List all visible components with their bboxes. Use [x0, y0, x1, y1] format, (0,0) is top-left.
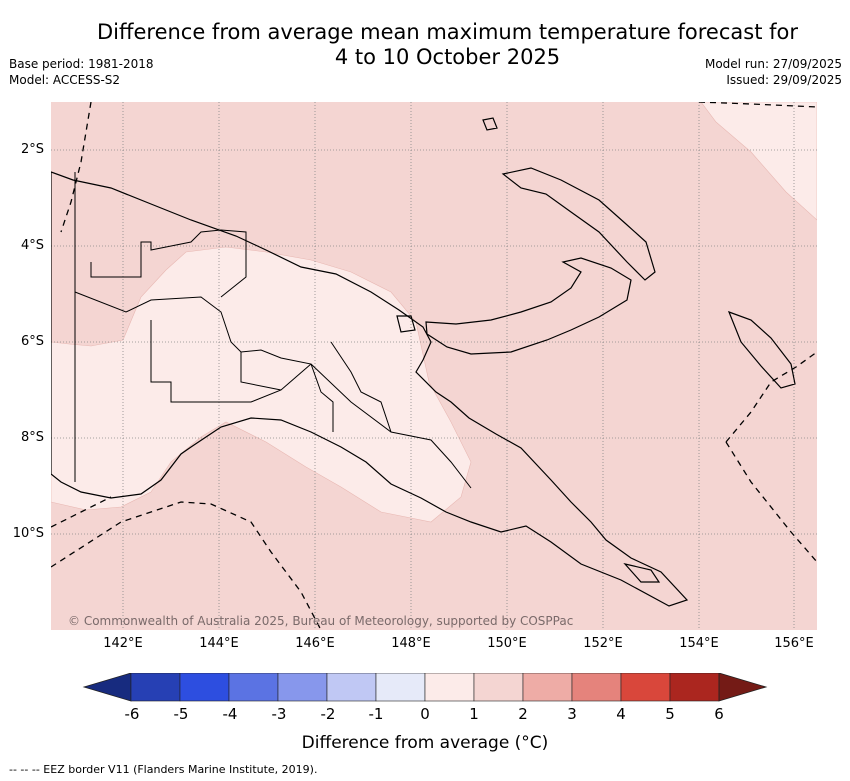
colorbar-swatch	[669, 673, 720, 702]
cb-tick: 4	[616, 705, 626, 723]
graticule	[51, 102, 817, 630]
coastlines	[51, 117, 796, 607]
border-provinces-3	[240, 352, 472, 489]
trobriand-coast	[396, 315, 416, 333]
eez-southwest	[51, 501, 322, 630]
eez-east	[725, 441, 817, 563]
colorbar-swatch	[571, 673, 622, 702]
copyright-notice: © Commonwealth of Australia 2025, Bureau…	[68, 614, 574, 628]
lon-label-152e: 152°E	[583, 636, 623, 651]
cb-tick: -5	[173, 705, 189, 723]
anomaly-map	[51, 102, 817, 630]
bougainville-coast	[727, 310, 796, 389]
colorbar-swatch	[277, 673, 328, 702]
cb-tick: 3	[567, 705, 577, 723]
lat-label-8s: 8°S	[20, 430, 44, 445]
manus-coast	[482, 117, 498, 131]
lon-label-154e: 154°E	[679, 636, 719, 651]
new-guinea-coast	[51, 171, 689, 607]
lon-label-146e: 146°E	[295, 636, 335, 651]
model-name: Model: ACCESS-S2	[9, 73, 121, 87]
anomaly-zone-0-to-1-east	[700, 102, 817, 221]
eez-southeast	[725, 351, 817, 443]
colorbar-swatch	[228, 673, 279, 702]
eez-footnote: -- -- -- EEZ border V11 (Flanders Marine…	[9, 763, 318, 776]
cb-tick: -4	[222, 705, 238, 723]
cb-tick: -3	[271, 705, 287, 723]
colorbar-label: Difference from average (°C)	[301, 733, 549, 753]
lat-label-10s: 10°S	[12, 526, 44, 541]
lon-label-142e: 142°E	[103, 636, 143, 651]
new-britain-coast	[425, 257, 632, 355]
colorbar-extend-high	[718, 673, 768, 702]
title-line-2: 4 to 10 October 2025	[334, 45, 561, 69]
lat-label-6s: 6°S	[20, 334, 44, 349]
louisiade-coast	[623, 562, 661, 583]
colorbar-swatch	[620, 673, 671, 702]
colorbar-extend-low	[82, 673, 132, 702]
cb-tick: -1	[368, 705, 384, 723]
colorbar-swatch	[473, 673, 524, 702]
cb-tick: 2	[518, 705, 528, 723]
border-provinces-5	[330, 341, 392, 433]
lon-label-156e: 156°E	[774, 636, 814, 651]
lon-label-148e: 148°E	[391, 636, 431, 651]
province-borders	[74, 172, 472, 489]
colorbar-swatch	[424, 673, 475, 702]
colorbar-swatch	[326, 673, 377, 702]
base-period: Base period: 1981-2018	[9, 57, 154, 71]
colorbar-swatch	[179, 673, 230, 702]
anomaly-zone-0-to-1-mainland	[51, 246, 472, 523]
colorbar	[82, 673, 768, 702]
colorbar-swatch	[522, 673, 573, 702]
model-run: Model run: 27/09/2025	[704, 57, 842, 71]
eez-south	[51, 496, 112, 528]
metadata-right: Model run: 27/09/2025 Issued: 29/09/2025	[705, 56, 842, 88]
cb-tick: 0	[420, 705, 430, 723]
title-line-1: Difference from average mean maximum tem…	[97, 20, 798, 44]
cb-tick: 5	[665, 705, 675, 723]
eez-west	[60, 102, 92, 233]
new-ireland-coast	[501, 167, 656, 281]
lon-label-144e: 144°E	[199, 636, 239, 651]
lat-label-4s: 4°S	[20, 238, 44, 253]
metadata-left: Base period: 1981-2018 Model: ACCESS-S2	[9, 56, 154, 88]
issued-date: Issued: 29/09/2025	[726, 73, 842, 87]
cb-tick: -2	[320, 705, 336, 723]
cb-tick: -6	[124, 705, 140, 723]
cb-tick: 1	[469, 705, 479, 723]
lat-label-2s: 2°S	[20, 142, 44, 157]
cb-tick: 6	[714, 705, 724, 723]
colorbar-swatch	[375, 673, 426, 702]
lon-label-150e: 150°E	[487, 636, 527, 651]
colorbar-swatch	[130, 673, 181, 702]
border-provinces-4	[90, 229, 247, 298]
eez-borders	[51, 102, 817, 630]
map-title: Difference from average mean maximum tem…	[70, 20, 825, 70]
